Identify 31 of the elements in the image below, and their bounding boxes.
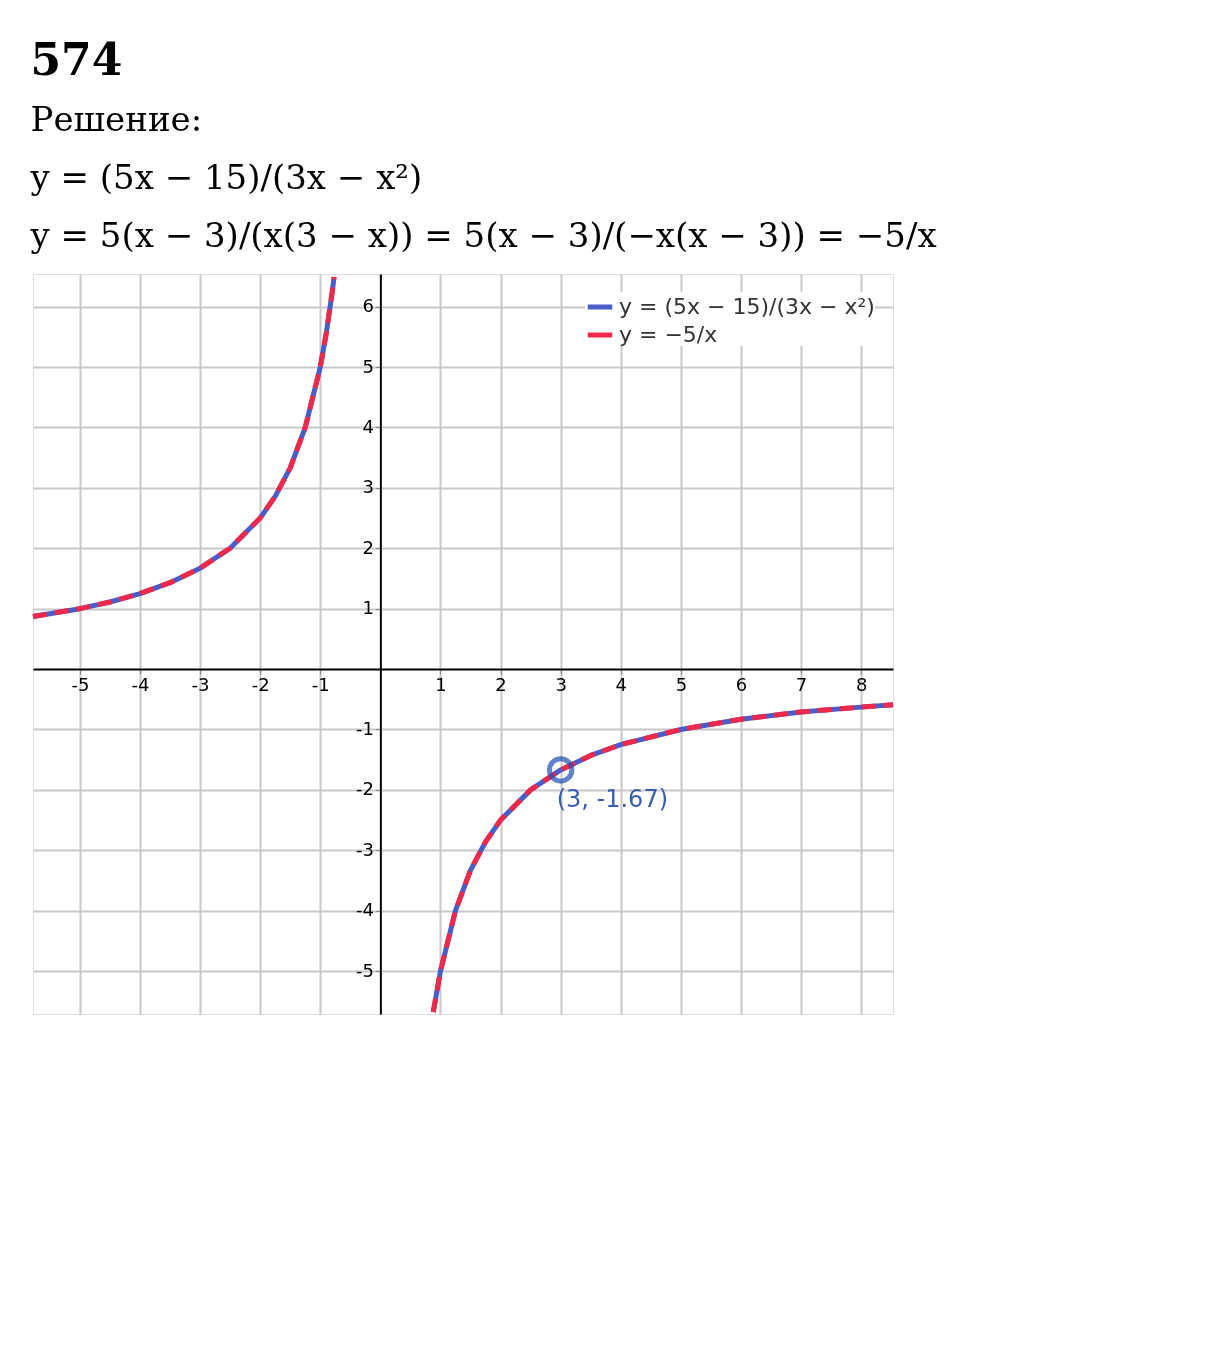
text: y = (5x − 15)/(3x − x²) <box>29 157 423 197</box>
y-tick-label: -1 <box>355 717 374 739</box>
x-tick-label: -4 <box>131 673 150 695</box>
text: y = 5(x − 3)/(x(3 − x)) = 5(x − 3)/(−x(x − 3)) = −5/x <box>29 215 937 255</box>
x-tick-label: 3 <box>555 673 567 695</box>
y-tick-label: 6 <box>362 295 374 317</box>
y-tick-label: 5 <box>362 355 374 377</box>
y-tick-label: 4 <box>362 415 374 437</box>
chart-subtitle: Решение: <box>30 99 203 139</box>
x-tick-label: 7 <box>795 673 808 695</box>
y-tick-label: 2 <box>362 536 374 558</box>
legend-label: y = −5/x <box>619 322 718 347</box>
y-tick-label: -3 <box>355 838 374 860</box>
y-tick-label: -5 <box>355 959 374 981</box>
y-tick-label: -2 <box>355 778 374 800</box>
x-tick-label: -2 <box>251 673 270 695</box>
x-tick-label: 6 <box>735 673 748 695</box>
x-tick-label: -1 <box>311 673 330 695</box>
x-tick-label: 8 <box>855 673 868 695</box>
annotation: (3, -1.67) <box>556 784 669 813</box>
y-tick-label: 3 <box>362 476 374 498</box>
x-tick-label: 4 <box>615 673 627 695</box>
chart-title: 574 <box>30 34 123 85</box>
y-tick-label: -4 <box>355 899 374 921</box>
legend-label: y = (5x − 15)/(3x − x²) <box>619 294 875 319</box>
x-tick-label: 1 <box>435 673 447 695</box>
x-tick-label: 5 <box>675 673 688 695</box>
x-tick-label: 2 <box>495 673 507 695</box>
x-tick-label: -5 <box>71 673 90 695</box>
y-tick-label: 1 <box>362 597 374 619</box>
x-tick-label: -3 <box>191 673 210 695</box>
